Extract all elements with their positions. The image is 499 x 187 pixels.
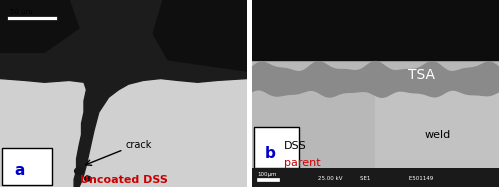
Text: 25.00 kV          SE1                      E501149: 25.00 kV SE1 E501149 [318, 176, 433, 181]
Polygon shape [0, 0, 79, 52]
Bar [7, 16, 57, 20]
Text: parent: parent [284, 158, 321, 168]
Polygon shape [0, 0, 247, 187]
Circle shape [75, 168, 83, 174]
Bar [257, 178, 279, 181]
Text: 100μm: 100μm [257, 172, 276, 177]
Text: b: b [264, 146, 275, 161]
Bar [2, 148, 52, 185]
Polygon shape [153, 0, 247, 71]
Circle shape [84, 176, 91, 181]
Text: 50 μm: 50 μm [10, 9, 32, 15]
Text: TSA: TSA [408, 68, 435, 82]
Text: Uncoated DSS: Uncoated DSS [79, 175, 168, 185]
Text: weld: weld [425, 130, 451, 140]
Bar [254, 127, 299, 168]
Text: crack: crack [126, 140, 152, 150]
Text: DSS: DSS [284, 141, 307, 151]
Polygon shape [375, 84, 499, 187]
Polygon shape [252, 62, 499, 97]
Polygon shape [252, 0, 499, 60]
Text: a: a [15, 163, 25, 178]
Bar [252, 168, 499, 187]
